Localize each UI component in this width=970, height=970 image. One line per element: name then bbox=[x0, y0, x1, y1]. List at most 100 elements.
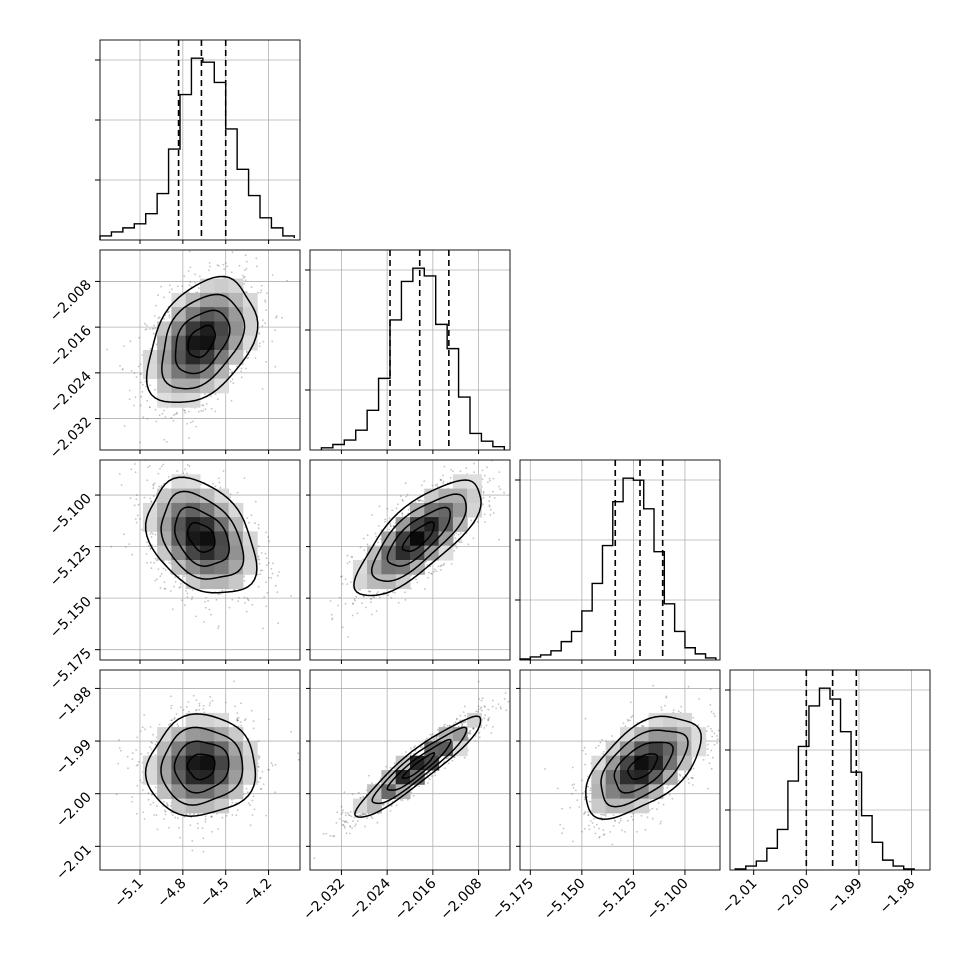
scatter-point bbox=[624, 831, 626, 833]
scatter-point bbox=[459, 532, 462, 535]
scatter-point bbox=[503, 491, 505, 494]
scatter-point bbox=[734, 758, 736, 760]
scatter-point bbox=[600, 813, 602, 816]
scatter-point bbox=[157, 294, 160, 297]
density-cell bbox=[185, 378, 201, 394]
scatter-point bbox=[385, 765, 388, 768]
scatter-point bbox=[596, 823, 598, 826]
scatter-point bbox=[251, 799, 254, 802]
density-cell bbox=[214, 560, 230, 575]
density-cell bbox=[200, 574, 215, 590]
scatter-point bbox=[583, 812, 586, 814]
scatter-point bbox=[245, 260, 248, 263]
scatter-point bbox=[391, 509, 394, 512]
scatter-point bbox=[171, 814, 174, 816]
scatter-point bbox=[166, 803, 169, 806]
x-tick-label: −5.125 bbox=[592, 876, 640, 924]
scatter-point bbox=[602, 753, 604, 755]
scatter-point bbox=[392, 525, 395, 528]
scatter-point bbox=[224, 262, 227, 264]
scatter-point bbox=[499, 706, 502, 708]
scatter-point bbox=[371, 782, 373, 784]
y-tick-label: −2.008 bbox=[47, 277, 95, 325]
scatter-point bbox=[463, 721, 466, 724]
scatter-point bbox=[267, 718, 270, 721]
density-cell bbox=[142, 364, 158, 380]
scatter-point bbox=[143, 496, 146, 499]
scatter-point bbox=[576, 799, 579, 802]
scatter-point bbox=[439, 565, 442, 568]
scatter-point bbox=[174, 576, 177, 579]
scatter-point bbox=[202, 850, 205, 853]
scatter-point bbox=[166, 804, 169, 807]
scatter-point bbox=[624, 725, 627, 728]
scatter-point bbox=[177, 817, 179, 819]
scatter-point bbox=[145, 328, 148, 330]
scatter-point bbox=[366, 534, 369, 537]
scatter-point bbox=[586, 796, 589, 798]
scatter-point bbox=[341, 626, 344, 629]
scatter-point bbox=[433, 570, 435, 573]
scatter-point bbox=[370, 815, 373, 818]
scatter-point bbox=[462, 721, 465, 724]
scatter-point bbox=[346, 583, 349, 585]
scatter-point bbox=[147, 421, 149, 423]
scatter-point bbox=[405, 495, 407, 498]
scatter-point bbox=[183, 575, 186, 577]
scatter-point bbox=[170, 288, 173, 291]
scatter-point bbox=[204, 820, 207, 823]
scatter-point bbox=[118, 473, 121, 475]
scatter-point bbox=[381, 803, 384, 806]
scatter-point bbox=[179, 836, 181, 839]
scatter-point bbox=[570, 792, 573, 795]
scatter-point bbox=[404, 599, 407, 601]
scatter-point bbox=[204, 393, 206, 396]
scatter-point bbox=[135, 521, 138, 524]
x-tick-label: −5.1 bbox=[111, 876, 146, 911]
density-cell bbox=[214, 545, 230, 561]
scatter-point bbox=[448, 724, 451, 727]
scatter-point bbox=[333, 835, 336, 837]
scatter-point bbox=[150, 500, 153, 503]
panel-frame bbox=[729, 669, 931, 871]
panel-frame bbox=[99, 669, 301, 871]
density-cell bbox=[424, 531, 440, 547]
density-cell bbox=[648, 741, 664, 757]
scatter-panel-2-0 bbox=[99, 421, 301, 661]
scatter-point bbox=[489, 513, 492, 516]
scatter-point bbox=[239, 721, 242, 723]
scatter-point bbox=[614, 820, 617, 822]
scatter-point bbox=[459, 714, 462, 717]
density-cell bbox=[185, 755, 201, 771]
scatter-point bbox=[261, 325, 264, 327]
scatter-point bbox=[160, 285, 163, 288]
scatter-point bbox=[158, 723, 161, 726]
scatter-point bbox=[261, 569, 264, 572]
density-cell bbox=[605, 741, 621, 757]
scatter-point bbox=[424, 739, 427, 741]
scatter-point bbox=[369, 601, 372, 604]
density-cell bbox=[185, 712, 201, 728]
density-cell bbox=[452, 502, 468, 518]
scatter-point bbox=[266, 592, 269, 594]
scatter-point bbox=[277, 622, 280, 625]
scatter-point bbox=[601, 813, 604, 816]
scatter-point bbox=[274, 763, 277, 766]
density-cell bbox=[228, 278, 244, 294]
density-cell bbox=[605, 770, 621, 785]
scatter-point bbox=[460, 541, 463, 544]
density-cell bbox=[200, 488, 215, 504]
density-cell bbox=[677, 755, 692, 771]
scatter-point bbox=[118, 739, 120, 741]
scatter-point bbox=[418, 785, 420, 788]
scatter-point bbox=[154, 533, 157, 536]
scatter-point bbox=[290, 730, 292, 733]
scatter-point bbox=[264, 301, 267, 303]
scatter-point bbox=[425, 737, 428, 740]
scatter-point bbox=[168, 314, 171, 317]
density-cell bbox=[171, 364, 187, 380]
scatter-point bbox=[584, 753, 587, 755]
scatter-point bbox=[587, 811, 590, 813]
scatter-point bbox=[186, 592, 189, 595]
